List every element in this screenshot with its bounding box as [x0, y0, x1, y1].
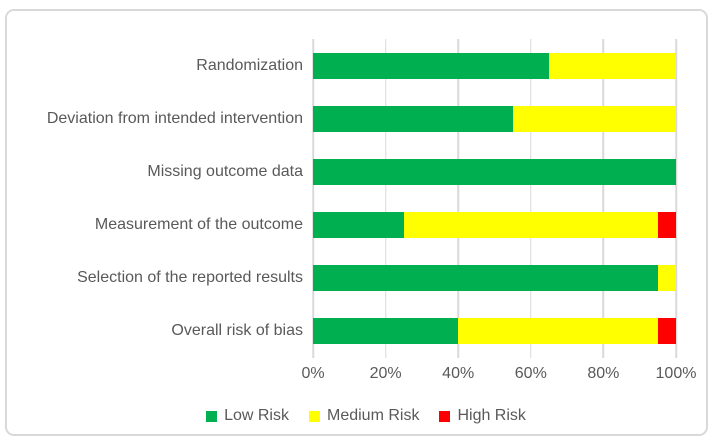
- legend: Low Risk Medium Risk High Risk: [7, 407, 718, 425]
- category-label: Overall risk of bias: [171, 322, 303, 340]
- gridline: [675, 39, 677, 358]
- legend-swatch-medium-risk: [308, 410, 320, 422]
- bar-row-deviation-from-intended-intervention: [313, 105, 676, 132]
- x-tick-label: 20%: [369, 365, 402, 382]
- bar-segment-medium-risk: [458, 318, 658, 345]
- bar-segment-high-risk: [657, 318, 676, 345]
- legend-item-high-risk: High Risk: [439, 407, 526, 425]
- x-tick-label: 60%: [514, 365, 547, 382]
- x-tick-label: 100%: [655, 365, 697, 382]
- legend-label: High Risk: [457, 407, 526, 424]
- x-axis: 0% 20% 40% 60% 80% 100%: [301, 365, 696, 387]
- gridline: [457, 39, 459, 358]
- plot-area: [312, 39, 677, 358]
- chart-frame: Randomization Deviation from intended int…: [5, 9, 708, 436]
- gridline: [312, 39, 314, 358]
- legend-swatch-high-risk: [439, 410, 451, 422]
- x-tick-label: 0%: [301, 365, 325, 382]
- bar-row-missing-outcome-data: [313, 158, 676, 185]
- bar-row-selection-of-the-reported-results: [313, 265, 676, 292]
- category-label: Measurement of the outcome: [94, 216, 303, 234]
- bar-segment-medium-risk: [512, 105, 676, 132]
- bar-row-overall-risk-of-bias: [313, 318, 676, 345]
- bar-segment-medium-risk: [657, 265, 676, 292]
- x-tick-label: 40%: [442, 365, 475, 382]
- x-tick-label: 80%: [587, 365, 620, 382]
- bar-segment-medium-risk: [403, 212, 658, 239]
- bar-segment-high-risk: [657, 212, 676, 239]
- category-label: Randomization: [196, 56, 303, 74]
- risk-of-bias-chart: Randomization Deviation from intended int…: [7, 11, 706, 434]
- legend-item-low-risk: Low Risk: [206, 407, 289, 425]
- bar-segment-medium-risk: [548, 52, 676, 79]
- legend-label: Low Risk: [224, 407, 289, 424]
- bar-segment-low-risk: [313, 52, 549, 79]
- bar-segment-low-risk: [313, 212, 404, 239]
- bar-row-measurement-of-the-outcome: [313, 212, 676, 239]
- category-label: Deviation from intended intervention: [46, 109, 303, 127]
- bar-row-randomization: [313, 52, 676, 79]
- bar-segment-low-risk: [313, 318, 459, 345]
- bar-segment-low-risk: [313, 158, 676, 185]
- bar-segment-low-risk: [313, 105, 513, 132]
- legend-item-medium-risk: Medium Risk: [308, 407, 420, 425]
- legend-swatch-low-risk: [206, 410, 218, 422]
- bar-segment-low-risk: [313, 265, 658, 292]
- legend-label: Medium Risk: [326, 407, 420, 424]
- gridline: [384, 39, 387, 358]
- gridline: [530, 39, 532, 358]
- category-label: Missing outcome data: [147, 162, 303, 180]
- gridline: [602, 39, 605, 358]
- category-label: Selection of the reported results: [77, 269, 303, 287]
